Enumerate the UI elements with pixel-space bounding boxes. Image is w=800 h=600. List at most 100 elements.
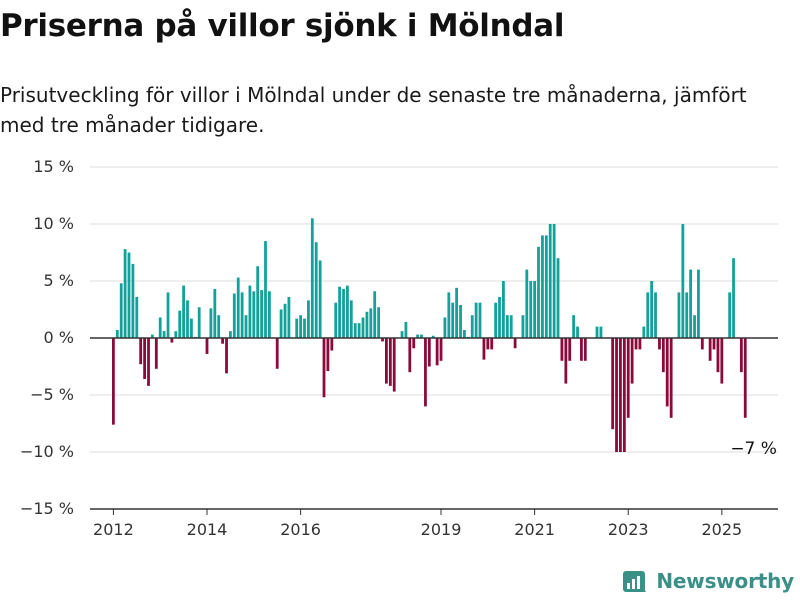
bar bbox=[229, 331, 232, 338]
bar bbox=[490, 338, 494, 350]
bar bbox=[533, 281, 537, 338]
bar bbox=[638, 338, 642, 350]
bar bbox=[677, 292, 681, 338]
bar bbox=[615, 338, 618, 452]
bar bbox=[357, 323, 361, 338]
bar bbox=[392, 338, 396, 392]
bars bbox=[112, 218, 747, 452]
y-axis-ticks: 15 % 10 % 5 % 0 % −5 % −10 % −15 % bbox=[20, 157, 74, 518]
bar bbox=[404, 322, 408, 338]
bar bbox=[739, 338, 743, 373]
bar bbox=[708, 338, 712, 361]
bar bbox=[338, 286, 341, 338]
bar bbox=[482, 338, 486, 360]
bar bbox=[174, 331, 178, 338]
bar bbox=[377, 307, 381, 338]
bar bbox=[240, 292, 244, 338]
brand: Newsworthy bbox=[622, 568, 794, 594]
bar bbox=[287, 296, 291, 338]
bar bbox=[178, 310, 182, 338]
bar bbox=[299, 315, 303, 338]
bar bbox=[385, 338, 388, 384]
bar bbox=[283, 303, 287, 338]
bar bbox=[486, 338, 490, 350]
bar bbox=[470, 315, 474, 338]
bar bbox=[412, 338, 416, 349]
bar bbox=[431, 335, 435, 338]
bar bbox=[720, 338, 724, 384]
bar bbox=[373, 291, 377, 338]
bar bbox=[634, 338, 638, 350]
bar bbox=[642, 326, 646, 338]
bar bbox=[162, 331, 166, 338]
bar bbox=[154, 338, 158, 369]
bar bbox=[505, 315, 509, 338]
bar bbox=[213, 288, 217, 338]
bar bbox=[256, 266, 260, 338]
bar bbox=[248, 285, 252, 338]
y-tick-label: −10 % bbox=[20, 442, 74, 461]
newsworthy-logo-icon bbox=[623, 571, 647, 592]
bar bbox=[700, 338, 704, 350]
bar bbox=[743, 338, 747, 418]
bar bbox=[236, 277, 240, 338]
bar bbox=[697, 269, 700, 338]
bar bbox=[295, 318, 299, 338]
y-tick-label: −15 % bbox=[20, 499, 74, 518]
bar bbox=[197, 307, 201, 338]
bar bbox=[408, 338, 412, 373]
bar-chart: 15 %10 %5 %0 %−5 %−10 %−15 % 2012 2014 201… bbox=[20, 157, 778, 539]
bar bbox=[572, 315, 576, 338]
y-tick-label: 10 % bbox=[33, 214, 74, 233]
bar bbox=[334, 302, 338, 338]
bar bbox=[693, 315, 696, 338]
bar bbox=[712, 338, 716, 350]
bar bbox=[217, 315, 221, 338]
bar bbox=[599, 326, 603, 338]
x-tick-label: 2025 bbox=[701, 520, 742, 539]
y-tick-label: −5 % bbox=[30, 385, 74, 404]
bar bbox=[548, 224, 552, 338]
bar bbox=[135, 296, 139, 338]
bar bbox=[661, 338, 665, 373]
bar bbox=[388, 338, 392, 386]
bar bbox=[244, 315, 248, 338]
bar bbox=[654, 292, 657, 338]
bar bbox=[564, 338, 568, 384]
bar bbox=[166, 292, 170, 338]
bar bbox=[205, 338, 209, 354]
bar bbox=[123, 249, 127, 338]
annotations: −7 % bbox=[730, 439, 777, 459]
bar bbox=[303, 318, 306, 338]
bar bbox=[115, 330, 119, 338]
bar bbox=[568, 338, 572, 361]
bar bbox=[322, 338, 326, 398]
chart-subtitle: Prisutveckling för villor i Mölndal unde… bbox=[0, 83, 747, 137]
bar bbox=[580, 338, 583, 361]
bar bbox=[451, 302, 455, 338]
bar bbox=[381, 338, 384, 342]
bar bbox=[658, 338, 661, 350]
bar bbox=[232, 293, 236, 338]
bar bbox=[119, 283, 123, 338]
bar bbox=[513, 338, 517, 349]
bar bbox=[342, 288, 345, 338]
bar bbox=[112, 338, 115, 425]
bar bbox=[150, 334, 154, 338]
bar bbox=[583, 338, 587, 361]
bar bbox=[478, 302, 482, 338]
bar bbox=[127, 252, 131, 338]
bar bbox=[576, 326, 579, 338]
bar bbox=[353, 323, 357, 338]
x-axis-ticks: 2012 2014 2016 2019 2021 2023 2025 bbox=[93, 509, 742, 539]
bar bbox=[681, 224, 685, 338]
bar bbox=[455, 287, 459, 338]
bar bbox=[541, 235, 544, 338]
bar bbox=[314, 242, 318, 338]
bar bbox=[330, 338, 334, 351]
bar bbox=[139, 338, 143, 365]
bar bbox=[669, 338, 673, 418]
bar bbox=[170, 338, 174, 343]
axes bbox=[90, 337, 778, 510]
bar bbox=[221, 338, 224, 344]
